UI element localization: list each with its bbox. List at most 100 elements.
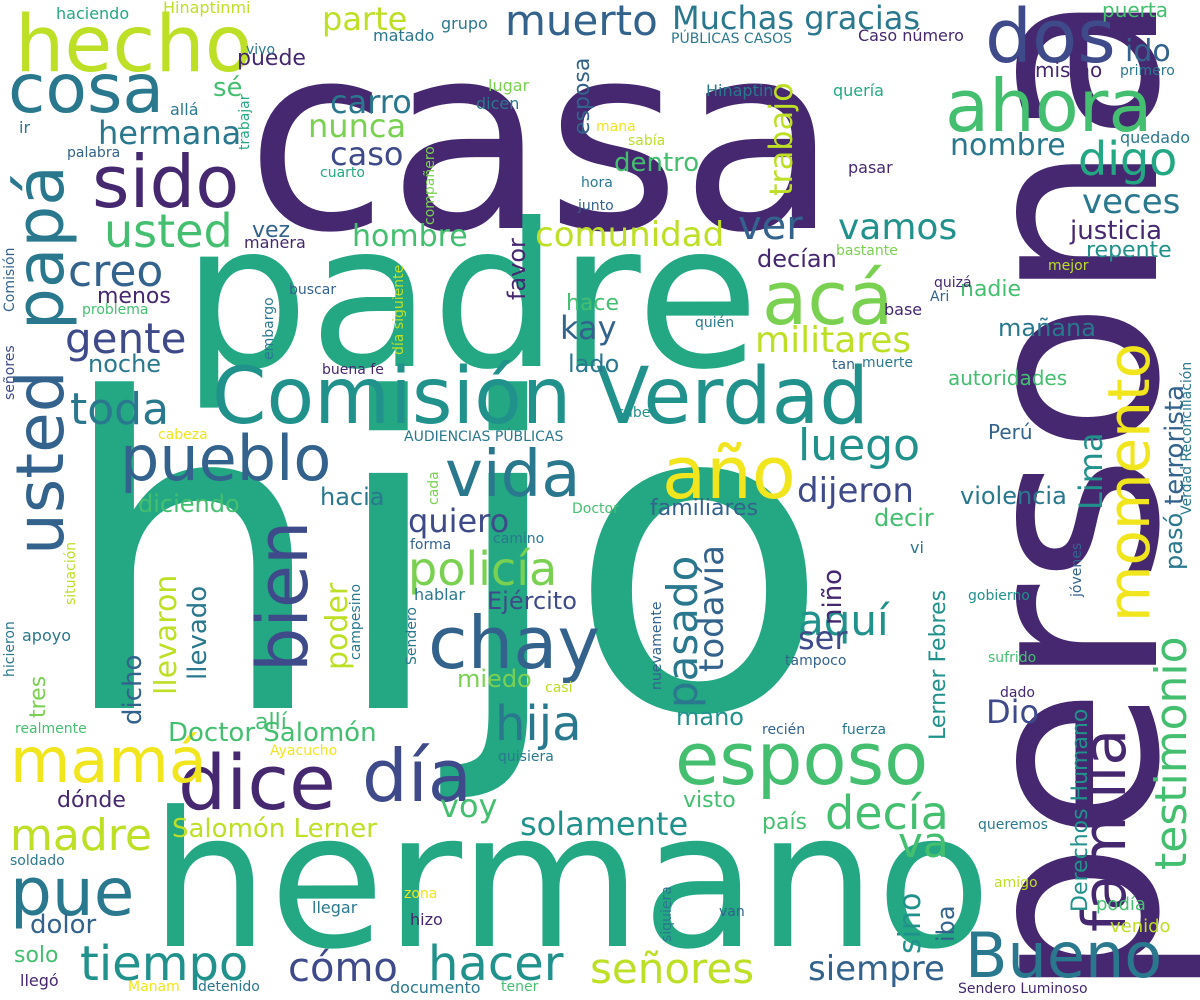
word-pasar: pasar [848,158,893,177]
word-nunca: nunca [308,107,407,145]
word-queria: quería [833,81,884,100]
word-muerte: muerte [862,355,913,371]
word-lima: Lima [1072,432,1110,511]
word-manana: mañana [998,314,1096,342]
word-ser: ser [798,619,848,657]
word-venido: venido [1110,916,1171,937]
word-camino: camino [493,531,545,547]
word-base: base [884,300,923,319]
word-cada: cada [426,471,442,505]
word-casi: casi [545,680,573,696]
word-decir: decir [874,504,934,532]
word-gobierno: gobierno [968,588,1030,604]
word-hicieron: hicieron [2,621,18,677]
word-todavia: todavía [692,545,732,672]
word-dicen: dicen [476,94,520,113]
word-buscar: buscar [289,282,337,298]
word-miedo: miedo [457,665,532,693]
word-cabeza: cabeza [158,427,208,443]
word-senores-small: señores [2,345,18,400]
word-dicho: dicho [118,654,148,725]
word-testimonio: testimonio [1146,636,1197,870]
word-dia: día [362,734,472,818]
word-repente: repente [1086,238,1172,263]
word-senores: señores [590,944,755,993]
word-problema: problema [82,302,149,318]
word-apoyo: apoyo [22,626,72,645]
word-verdad-reconciliacion: Verdad Reconciliación [1179,361,1195,515]
word-familiares: familiares [650,496,759,521]
word-hijo: hijo [56,310,831,810]
word-kay: kay [560,309,617,347]
word-esposa: esposa [570,57,595,135]
word-dice: dice [178,738,336,827]
word-dijeron: dijeron [797,471,914,511]
word-sabe: sabe [617,405,651,421]
word-casa: casa [246,0,839,289]
word-hablar: hablar [414,585,465,604]
word-sido: sido [92,140,240,224]
word-palabra: palabra [67,145,121,161]
word-solamente: solamente [520,805,689,843]
word-decian: decían [757,245,837,273]
word-aqui: aquí [798,596,889,645]
word-buena-fe: buena fe [322,362,384,378]
word-siempre: siempre [808,949,945,989]
word-autoridades: autoridades [948,366,1068,390]
word-ano: año [662,431,796,515]
word-hora: hora [581,175,613,191]
word-muerto: muerto [505,0,658,45]
word-padre: padre [182,181,760,414]
word-grupo: grupo [441,14,488,33]
word-pais: país [762,810,808,835]
word-cuarto: cuarto [320,165,365,181]
word-bastante: bastante [836,243,898,259]
word-junto: junto [578,198,614,214]
word-hecho: hecho [15,0,253,90]
word-fuerza: fuerza [842,722,887,738]
word-llevado: llevado [183,585,213,680]
word-ejercito: Ejército [487,587,577,615]
word-paso: pasó [1160,512,1188,570]
word-usted: usted [104,204,233,258]
word-zona: zona [404,886,438,902]
word-alli: allí [255,710,287,735]
word-embargo: embargo [261,297,277,360]
word-peru: Perú [988,420,1033,444]
word-mama: mamá [10,724,207,797]
word-puede: puede [237,46,306,71]
word-vamos: vamos [838,207,958,248]
word-ari: Ari [930,289,950,305]
word-gente: gente [65,314,187,363]
word-nadie: nadie [960,277,1022,302]
word-esposo: esposo [675,717,929,801]
word-audiencias-publicas: AUDIENCIAS PÚBLICAS [404,429,564,445]
word-jovenes: jóvenes [1069,542,1085,597]
word-tener: tener [501,979,539,995]
word-mano: mano [676,703,744,731]
word-ayacucho: Ayacucho [270,743,338,759]
word-tampoco: tampoco [785,653,847,669]
word-derechos-humano: Derechos Humano [1068,708,1093,912]
word-caso: caso [330,135,404,173]
word-ahora: ahora [945,64,1153,148]
word-nuevamente: nuevamente [649,601,665,690]
word-siquiera: siquiera [659,886,675,942]
word-madre: madre [10,810,152,861]
word-bien: bien [242,520,324,672]
word-muchas-gracias: Muchas gracias [672,0,921,37]
word-decia: decía [825,786,949,840]
word-noche: noche [88,350,162,378]
word-se: sé [213,73,243,103]
word-hacia: hacia [320,483,385,511]
word-sabia: sabía [628,133,666,149]
word-trabajar: trabajar [237,94,253,150]
word-cosa: cosa [8,50,165,129]
word-llevaron: llevaron [149,574,184,695]
word-primero: primero [1120,63,1175,79]
word-dio: Dio [986,693,1040,731]
word-quiza: quizá [934,275,972,291]
word-soldado: soldado [10,853,65,869]
word-llego: llegó [20,971,59,990]
word-va: va [898,818,949,867]
